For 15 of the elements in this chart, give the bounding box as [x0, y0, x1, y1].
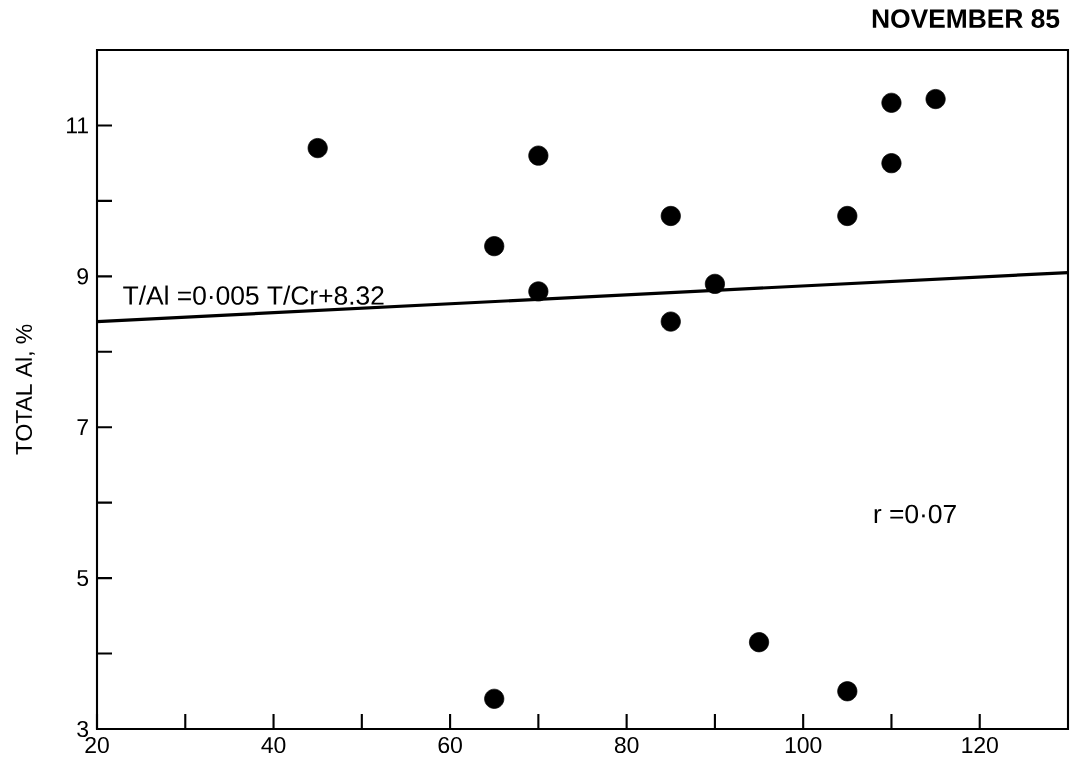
y-tick-label: 9 — [77, 268, 88, 285]
x-tick-label: 100 — [785, 736, 822, 754]
y-tick-label: 7 — [77, 419, 88, 436]
chart-title: NOVEMBER 85 — [872, 9, 1060, 28]
y-axis-title: TOTAL Al, % — [15, 324, 35, 455]
y-tick-label: 11 — [67, 117, 88, 134]
x-tick-label: 40 — [261, 736, 286, 754]
x-tick-label: 120 — [962, 736, 998, 754]
annotation: T/Al =0·005 T/Cr+8.32 — [123, 285, 384, 305]
y-tick-label: 5 — [77, 570, 89, 587]
x-tick-label: 80 — [614, 736, 639, 754]
y-tick-label: 3 — [77, 720, 89, 738]
x-tick-label: 60 — [438, 736, 462, 754]
x-tick-label: 20 — [85, 736, 109, 754]
annotation: r =0·07 — [874, 504, 956, 524]
